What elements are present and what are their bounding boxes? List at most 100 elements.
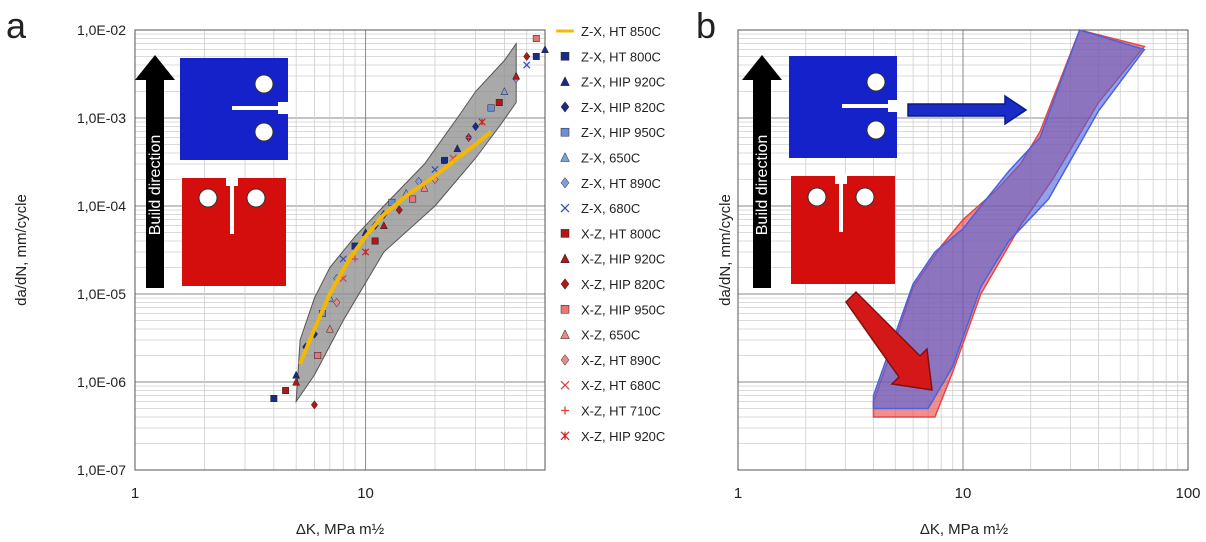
legend-entry: Z-X, HT 800C — [560, 49, 661, 64]
y-tick-label: 1,0E-02 — [77, 22, 126, 38]
panel-b-red-pointer-arrow — [845, 290, 933, 391]
panel-a-blue-specimen — [180, 58, 290, 160]
scatter-point-zx — [453, 144, 462, 152]
scatter-point-xz — [325, 324, 334, 333]
legend-label: X-Z, HIP 920C — [581, 252, 665, 267]
panel-a-plot-frame — [134, 29, 546, 471]
scatter-point-zx — [523, 61, 531, 69]
panel-a-y-tick-labels: 1,0E-07 1,0E-06 1,0E-05 1,0E-04 1,0E-03 1,0E-… — [77, 22, 126, 478]
legend-label: Z-X, HIP 820C — [581, 100, 665, 115]
scatter-point-xz — [351, 255, 359, 263]
scatter-point-xz — [532, 35, 540, 42]
legend-label: Z-X, HT 890C — [581, 176, 661, 191]
x-tick-label: 100 — [1175, 485, 1200, 502]
scatter-point-xz — [282, 387, 290, 394]
legend-marker — [560, 354, 570, 366]
scatter-point-xz — [379, 221, 388, 229]
x-tick-label: 1 — [734, 485, 742, 502]
panel-b-build-direction-arrow: Build direction — [742, 55, 782, 288]
scatter-point-xz — [292, 377, 301, 386]
fit-curve-zx-ht850 — [298, 130, 493, 365]
panel-b-x-axis-label: ΔK, MPa m½ — [920, 521, 1009, 538]
scatter-point-zx — [487, 104, 495, 112]
scatter-point-xz — [361, 248, 370, 256]
legend-marker — [561, 406, 569, 415]
legend-entry: Z-X, HIP 950C — [560, 125, 665, 140]
legend-entry: X-Z, HIP 950C — [560, 302, 665, 317]
legend-marker — [560, 152, 570, 162]
legend-entry: Z-X, HT 890C — [560, 176, 661, 191]
panel-a-letter: a — [6, 5, 27, 46]
legend-label: Z-X, HT 800C — [581, 49, 661, 64]
legend-label: Z-X, HIP 950C — [581, 125, 665, 140]
legend-entry: X-Z, HIP 820C — [560, 277, 665, 292]
scatter-point-xz — [333, 297, 341, 308]
panel-b-blue-specimen — [789, 56, 900, 158]
legend-marker — [560, 76, 570, 86]
legend-label: X-Z, HIP 820C — [581, 277, 665, 292]
scatter-point-zx — [339, 255, 347, 263]
legend-entry: Z-X, 680C — [560, 201, 640, 216]
x-tick-label: 1 — [131, 485, 139, 502]
scatter-point-xz — [495, 99, 503, 106]
panel-b-y-axis-label: da/dN, mm/cycle — [717, 194, 734, 306]
scatter-point-zx — [541, 45, 549, 53]
legend-label: Z-X, HIP 920C — [581, 75, 665, 90]
legend-entry: Z-X, HT 850C — [556, 24, 661, 39]
panel-b-bands — [872, 29, 1146, 418]
panel-a-x-axis-label: ΔK, MPa m½ — [296, 521, 385, 538]
legend-marker — [560, 431, 570, 441]
scatter-point-zx — [532, 53, 540, 60]
panel-a-scatter-band — [295, 42, 517, 404]
scatter-point-zx — [441, 156, 448, 164]
y-tick-label: 1,0E-06 — [77, 374, 126, 390]
band-zx-blue — [872, 29, 1146, 410]
legend-entry: Z-X, HIP 920C — [560, 75, 665, 90]
legend-label: X-Z, HT 890C — [581, 353, 661, 368]
panel-a-arrow-label: Build direction — [147, 135, 164, 236]
panel-a-build-direction-arrow: Build direction — [135, 55, 175, 288]
legend-marker — [560, 101, 570, 113]
legend-label: Z-X, 650C — [581, 151, 640, 166]
scatter-point-xz — [512, 71, 521, 80]
x-tick-label: 10 — [955, 485, 972, 502]
y-tick-label: 1,0E-07 — [77, 462, 126, 478]
scatter-point-xz — [409, 195, 417, 203]
scatter-point-xz — [465, 134, 472, 141]
x-tick-label: 10 — [357, 485, 374, 502]
panel-a-fit-curve — [298, 130, 493, 365]
panel-a-y-axis-label: da/dN, mm/cycle — [13, 194, 30, 306]
legend-marker — [560, 177, 570, 189]
panel-b-plot-frame — [737, 29, 1189, 471]
legend-marker — [560, 253, 570, 263]
legend-label: X-Z, HT 800C — [581, 226, 661, 241]
panel-b-blue-pointer-arrow — [907, 94, 1028, 126]
scatter-point-xz — [314, 352, 322, 359]
scatter-point-xz — [420, 183, 429, 192]
legend-entry: X-Z, HT 680C — [560, 378, 661, 393]
panel-b-x-tick-labels: 1 10 100 — [734, 485, 1201, 502]
legend-marker — [560, 278, 570, 290]
legend-marker — [560, 229, 570, 238]
scatter-point-xz — [310, 400, 318, 410]
legend-entry: Z-X, 650C — [560, 151, 640, 166]
scatter-point-xz — [523, 51, 531, 62]
legend-marker — [560, 52, 570, 61]
y-tick-label: 1,0E-05 — [77, 286, 126, 302]
legend-marker — [560, 380, 570, 390]
panel-b-arrow-label: Build direction — [754, 135, 771, 236]
legend-label: X-Z, HIP 950C — [581, 302, 665, 317]
legend-entry: Z-X, HIP 820C — [560, 100, 665, 115]
legend-label: X-Z, HIP 920C — [581, 429, 665, 444]
scatter-point-zx — [472, 121, 480, 132]
grey-scatter-band — [295, 42, 517, 404]
legend-entry: X-Z, HT 890C — [560, 353, 661, 368]
legend-entry: X-Z, HIP 920C — [560, 252, 665, 267]
panel-a-chart: 1,0E-07 1,0E-06 1,0E-05 1,0E-04 1,0E-03 1,0E-… — [13, 22, 549, 538]
legend-label: X-Z, 650C — [581, 328, 640, 343]
scatter-point-zx — [500, 87, 509, 95]
legend-label: Z-X, HT 850C — [581, 24, 661, 39]
legend-entry: X-Z, HT 800C — [560, 226, 661, 241]
legend-marker — [560, 329, 570, 339]
